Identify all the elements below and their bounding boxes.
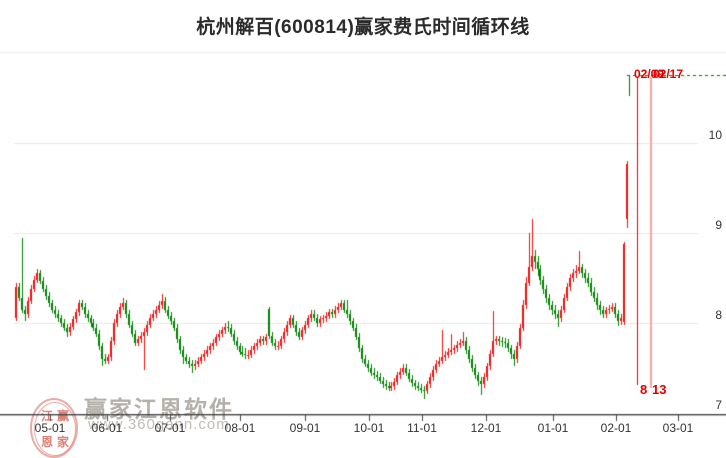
cycle-count-label: 8 <box>640 382 648 397</box>
x-tick-label: 12-01 <box>470 421 502 435</box>
x-tick-label: 03-01 <box>662 421 694 435</box>
x-tick-label: 09-01 <box>289 421 321 435</box>
y-tick-label: 8 <box>715 308 722 322</box>
x-tick-label: 06-01 <box>91 421 123 435</box>
x-tick-label: 11-01 <box>407 421 437 435</box>
x-tick-label: 05-01 <box>34 421 66 435</box>
x-tick-label: 02-01 <box>600 421 632 435</box>
cycle-count-label: 13 <box>652 382 667 397</box>
x-tick-label: 10-01 <box>353 421 385 435</box>
x-tick-label: 01-01 <box>537 421 569 435</box>
x-tick-label: 08-01 <box>224 421 256 435</box>
y-tick-label: 9 <box>715 218 722 232</box>
y-tick-label: 10 <box>708 128 722 142</box>
y-tick-label: 7 <box>715 398 722 412</box>
x-tick-label: 07-01 <box>154 421 186 435</box>
cycle-date-label: 02/09 <box>634 67 665 81</box>
cycle-date-label: 02/17 <box>653 67 684 81</box>
